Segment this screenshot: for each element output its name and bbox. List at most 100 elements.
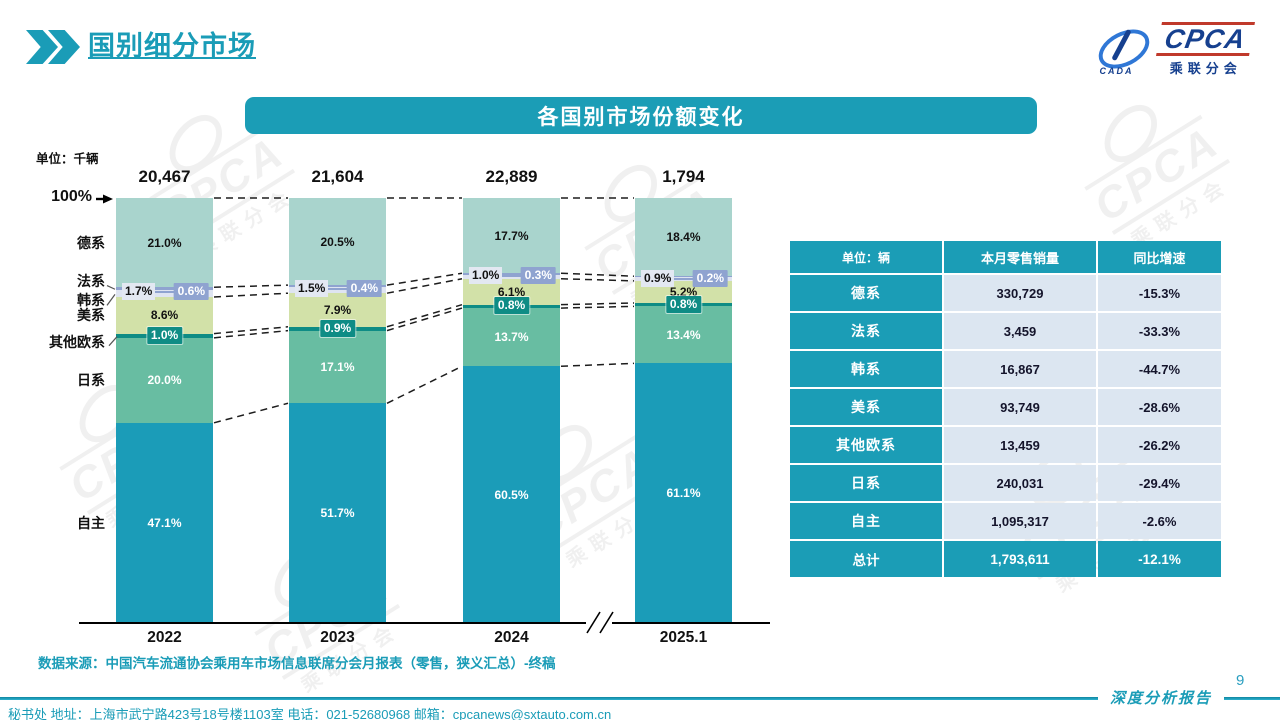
table-row-label: 德系 [790,275,942,311]
footer-divider [0,697,1280,700]
series-legend-label: 德系 [77,234,105,251]
bar-segment [116,422,213,623]
segment-percent-label: 47.1% [147,515,182,530]
bar-segment [116,337,213,423]
y-axis-100-label: 100% [51,188,92,205]
segment-percent-label: 13.7% [494,330,529,345]
bar-segment [635,363,732,623]
bar-segment [463,198,560,274]
segment-percent-badge: 0.8% [493,297,530,315]
segment-percent-badge: 0.6% [173,283,209,301]
segment-percent-label: 5.2% [669,284,698,299]
bar-segment [635,276,732,278]
cpca-logo: CADA CPCA 乘联分会 [1092,21,1255,77]
label-connector-line [124,291,205,294]
bar-segment [289,330,386,404]
segment-percent-label: 6.1% [497,284,526,299]
table-cell-sales: 93,749 [944,389,1096,425]
bar-total-label: 22,889 [485,167,538,186]
segment-percent-label: 18.4% [666,230,701,245]
segment-percent-label: 60.5% [494,487,529,502]
table-cell-growth: -26.2% [1098,427,1221,463]
chart-title: 各国别市场份额变化 [537,105,745,129]
table-row-label: 其他欧系 [790,427,942,463]
segment-percent-chip: 1.7% [122,283,156,301]
label-connector-line [297,288,378,291]
segment-percent-label: 21.0% [147,235,182,250]
segment-percent-label: 8.6% [150,308,179,323]
sales-table: 单位：辆 本月零售销量 同比增速 德系 330,729 -15.3% 法系 3,459 -33.… [790,241,1221,577]
series-legend-label: 日系 [77,372,105,389]
series-legend-label: 自主 [77,514,105,531]
segment-percent-label: 13.4% [666,327,701,342]
logo-cpca-text: CPCA [1162,24,1249,54]
segment-percent-label: 17.1% [320,359,355,374]
label-connector-line [471,274,552,277]
table-cell-sales: 3,459 [944,313,1096,349]
table-cell-sales: 330,729 [944,275,1096,311]
bar-segment [463,308,560,367]
segment-percent-chip: 1.0% [469,266,503,284]
bar-segment [463,366,560,624]
bar-total-label: 1,794 [662,167,705,186]
chart-title-banner: 各国别市场份额变化 [245,97,1037,134]
segment-percent-badge: 0.8% [665,295,702,313]
bar-segment [116,289,213,298]
x-axis-label: 2024 [494,629,529,646]
segment-percent-chip: 0.9% [641,269,675,287]
page-title: 国别细分市场 [88,31,256,61]
table-row-label: 法系 [790,313,942,349]
table-cell-growth: -44.7% [1098,351,1221,387]
segment-percent-label: 20.0% [147,373,182,388]
table-cell-growth: -28.6% [1098,389,1221,425]
footer-contact: 秘书处 地址：上海市武宁路423号18号楼1103室 电话：021-526809… [8,707,612,720]
bar-segment [116,198,213,288]
table-total-label: 总计 [790,541,942,577]
label-connector-line [643,277,724,280]
x-axis-label: 2025.1 [659,629,708,646]
bar-total-label: 21,604 [311,167,364,186]
table-row-label: 韩系 [790,351,942,387]
x-axis-label: 2023 [320,629,355,646]
segment-percent-badge: 0.9% [319,319,356,337]
logo-cpca-box: CPCA [1156,22,1255,56]
series-legend-label: 其他欧系 [49,333,105,350]
page-number: 9 [1236,672,1245,689]
cpca-logo-swoosh-icon: CADA [1092,21,1157,76]
segment-percent-label: 20.5% [320,234,355,249]
segment-percent-badge: 1.0% [146,326,183,344]
table-cell-growth: -2.6% [1098,503,1221,539]
logo-subtitle-text: 乘联分会 [1169,61,1242,76]
logo-cada-text: CADA [1099,65,1134,76]
segment-percent-label: 7.9% [323,302,352,317]
table-cell-growth: -15.3% [1098,275,1221,311]
segment-percent-badge: 0.3% [520,266,556,284]
segment-percent-label: 61.1% [666,486,701,501]
table-cell-sales: 13,459 [944,427,1096,463]
unit-label: 单位：千辆 [36,152,99,166]
bar-segment [289,403,386,623]
bar-total-label: 20,467 [138,167,191,186]
segment-percent-badge: 0.2% [692,269,728,287]
series-legend-label: 韩系 [77,292,105,309]
segment-percent-label: 17.7% [494,228,529,243]
table-cell-growth: -33.3% [1098,313,1221,349]
bar-segment [635,198,732,277]
bar-segment [289,198,386,286]
table-cell-growth: -29.4% [1098,465,1221,501]
bar-segment [116,287,213,290]
bar-segment [463,273,560,275]
table-cell-sales: 16,867 [944,351,1096,387]
table-row-label: 美系 [790,389,942,425]
segment-percent-badge: 0.4% [346,280,382,298]
table-header-cell: 本月零售销量 [944,241,1096,273]
table-total-sales: 1,793,611 [944,541,1096,577]
table-header-cell: 同比增速 [1098,241,1221,273]
table-row-label: 日系 [790,465,942,501]
report-type-label: 深度分析报告 [1098,687,1225,708]
table-total-growth: -12.1% [1098,541,1221,577]
data-source-note: 数据来源：中国汽车流通协会乘用车市场信息联席分会月报表（零售，狭义汇总）-终稿 [38,656,556,671]
segment-percent-chip: 1.5% [295,280,329,298]
